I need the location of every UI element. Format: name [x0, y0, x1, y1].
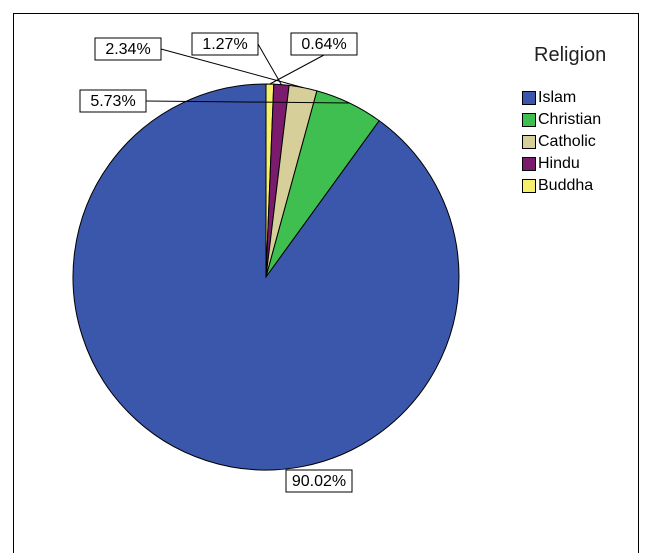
data-labels: 0.64% 1.27% 2.34% 5.73% 90.02% — [79, 32, 358, 493]
data-label-buddha: 0.64% — [301, 36, 346, 53]
legend-label-catholic: Catholic — [538, 133, 596, 150]
leader-line-catholic — [160, 48, 304, 89]
legend-swatch-islam — [522, 91, 536, 105]
data-label-christian: 5.73% — [90, 93, 135, 110]
leader-line-christian — [145, 100, 350, 104]
pie-chart: 0.64% 1.27% 2.34% 5.73% 90.02% — [72, 32, 460, 493]
legend-item-catholic: Catholic — [522, 132, 596, 152]
data-label-box-hindu — [191, 32, 259, 56]
leader-line-buddha — [269, 54, 325, 85]
legend-label-hindu: Hindu — [538, 155, 580, 172]
legend-swatch-christian — [522, 113, 536, 127]
data-label-box-christian — [79, 89, 147, 113]
legend-label-buddha: Buddha — [538, 177, 594, 194]
data-label-box-catholic — [94, 37, 162, 61]
legend-swatch-buddha — [522, 179, 536, 193]
data-label-box-buddha — [290, 32, 358, 56]
legend-title: Religion — [534, 44, 607, 66]
data-label-islam: 90.02% — [292, 473, 346, 490]
legend-label-christian: Christian — [538, 111, 602, 128]
legend-item-christian: Christian — [522, 110, 601, 130]
data-label-hindu: 1.27% — [202, 36, 247, 53]
legend-item-hindu: Hindu — [522, 154, 580, 174]
pie-slices — [72, 83, 460, 471]
legend-item-islam: Islam — [522, 88, 576, 108]
legend-swatch-hindu — [522, 157, 536, 171]
data-label-box-islam — [285, 469, 353, 493]
legend-item-buddha: Buddha — [522, 176, 593, 196]
legend-label-islam: Islam — [538, 89, 577, 106]
legend-swatch-catholic — [522, 135, 536, 149]
data-label-catholic: 2.34% — [105, 41, 150, 58]
leader-line-hindu — [257, 43, 282, 85]
pie-slice-islam — [72, 83, 460, 471]
